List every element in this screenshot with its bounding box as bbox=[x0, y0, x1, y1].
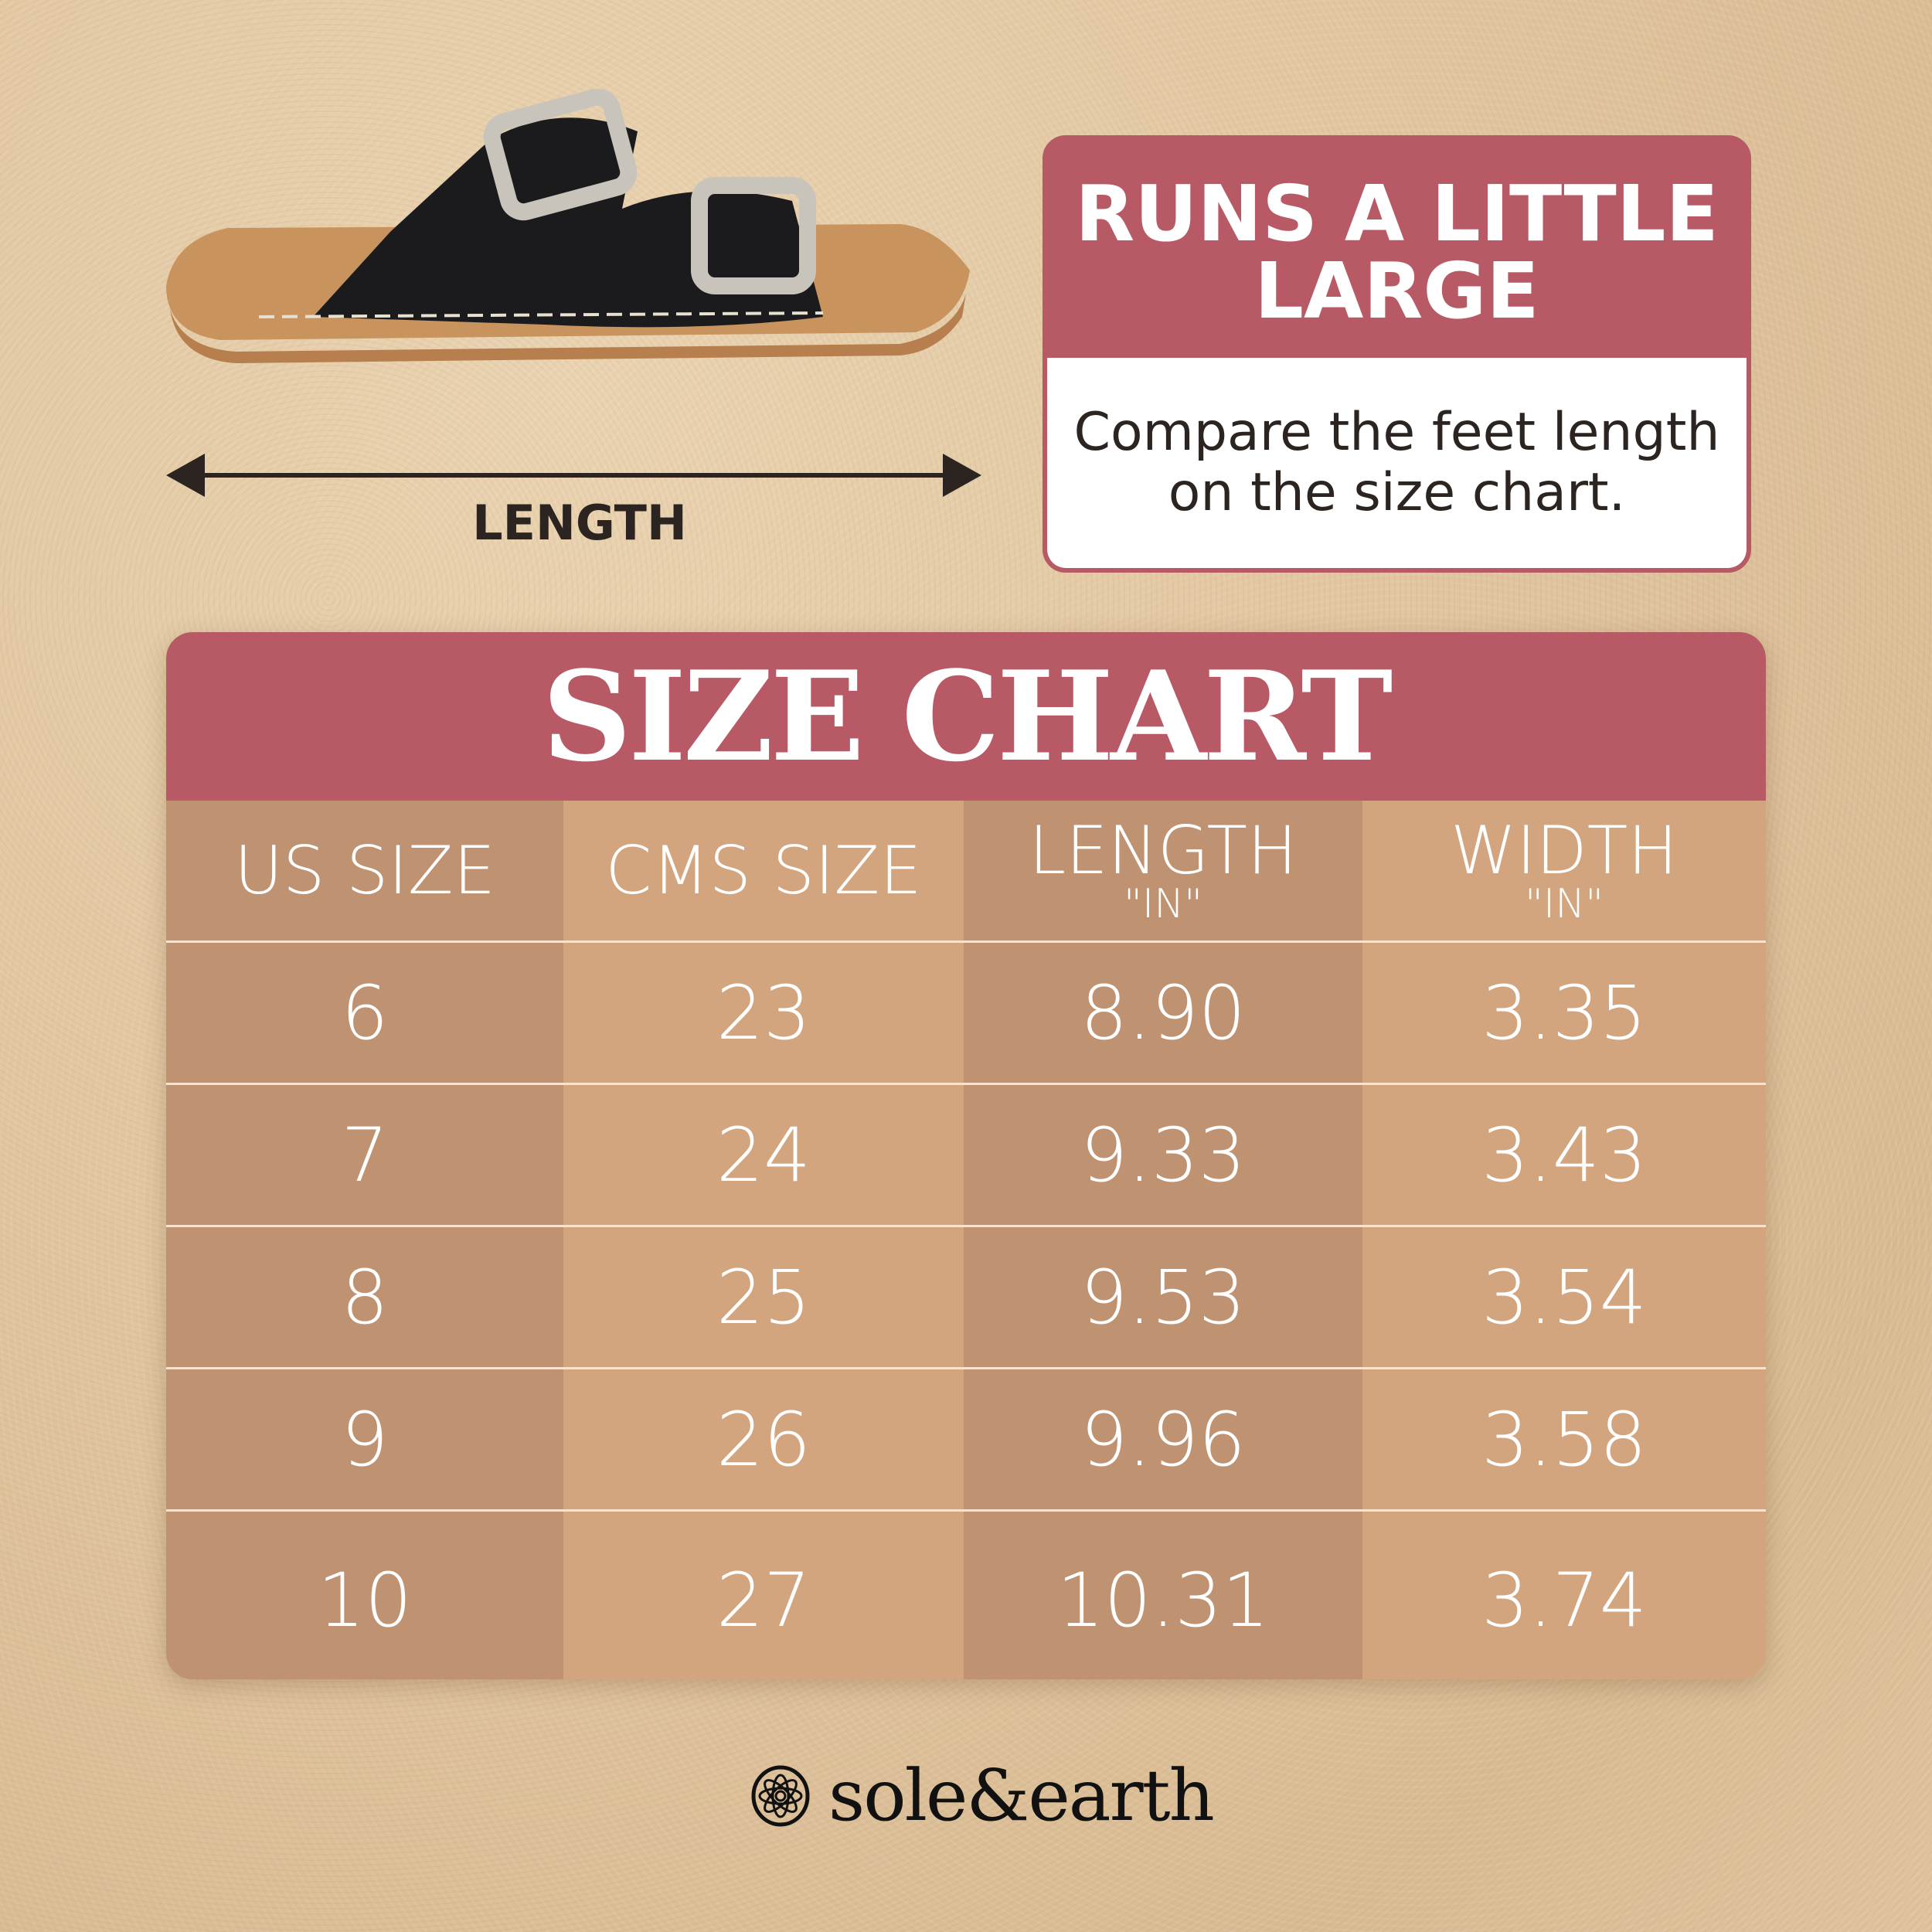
table-row: 8 25 9.53 3.54 bbox=[166, 1227, 1766, 1369]
table-cell: 8.90 bbox=[964, 943, 1362, 1083]
table-cell: 10.31 bbox=[964, 1512, 1362, 1679]
table-row: 6 23 8.90 3.35 bbox=[166, 943, 1766, 1085]
table-cell: 9.33 bbox=[964, 1085, 1362, 1225]
table-cell: 26 bbox=[563, 1369, 964, 1509]
brand-flower-icon bbox=[751, 1765, 810, 1826]
header-label: LENGTH bbox=[1029, 811, 1298, 889]
table-row: 10 27 10.31 3.74 bbox=[166, 1512, 1766, 1679]
table-cell: 27 bbox=[563, 1512, 964, 1679]
header-cms-size: CMS SIZE bbox=[563, 801, 964, 940]
table-cell: 3.35 bbox=[1362, 943, 1766, 1083]
header-unit: "IN" bbox=[1123, 880, 1203, 927]
size-chart-table: SIZE CHART US SIZE CMS SIZE LENGTH "IN" W… bbox=[166, 632, 1766, 1679]
table-row: 9 26 9.96 3.58 bbox=[166, 1369, 1766, 1512]
table-cell: 23 bbox=[563, 943, 964, 1083]
brand-name: sole&earth bbox=[828, 1754, 1215, 1837]
table-cell: 3.74 bbox=[1362, 1512, 1766, 1679]
length-arrow-icon bbox=[166, 454, 981, 497]
table-cell: 3.58 bbox=[1362, 1369, 1766, 1509]
header-us-size: US SIZE bbox=[166, 801, 563, 940]
table-cell: 3.43 bbox=[1362, 1085, 1766, 1225]
sandal-image bbox=[166, 88, 970, 363]
fit-note-title: RUNS A LITTLE LARGE bbox=[1075, 168, 1719, 336]
table-cell: 24 bbox=[563, 1085, 964, 1225]
fit-note-body: Compare the feet length on the size char… bbox=[1047, 358, 1747, 568]
size-chart-title: SIZE CHART bbox=[166, 632, 1766, 801]
table-cell: 7 bbox=[166, 1085, 563, 1225]
table-cell: 8 bbox=[166, 1227, 563, 1367]
table-cell: 6 bbox=[166, 943, 563, 1083]
header-unit: "IN" bbox=[1524, 880, 1604, 927]
brand-logo: sole&earth bbox=[750, 1754, 1215, 1837]
table-cell: 3.54 bbox=[1362, 1227, 1766, 1367]
header-width: WIDTH "IN" bbox=[1362, 801, 1766, 940]
table-cell: 25 bbox=[563, 1227, 964, 1367]
table-cell: 9.96 bbox=[964, 1369, 1362, 1509]
header-label: US SIZE bbox=[233, 832, 496, 910]
header-label: CMS SIZE bbox=[605, 832, 922, 910]
length-label: LENGTH bbox=[472, 495, 687, 551]
table-cell: 9 bbox=[166, 1369, 563, 1509]
table-cell: 10 bbox=[166, 1512, 563, 1679]
header-row: US SIZE CMS SIZE LENGTH "IN" WIDTH "IN" bbox=[166, 801, 1766, 943]
fit-note-card: RUNS A LITTLE LARGE Compare the feet len… bbox=[1043, 135, 1751, 573]
table-cell: 9.53 bbox=[964, 1227, 1362, 1367]
header-length: LENGTH "IN" bbox=[964, 801, 1362, 940]
table-row: 7 24 9.33 3.43 bbox=[166, 1085, 1766, 1227]
header-label: WIDTH bbox=[1451, 811, 1678, 889]
